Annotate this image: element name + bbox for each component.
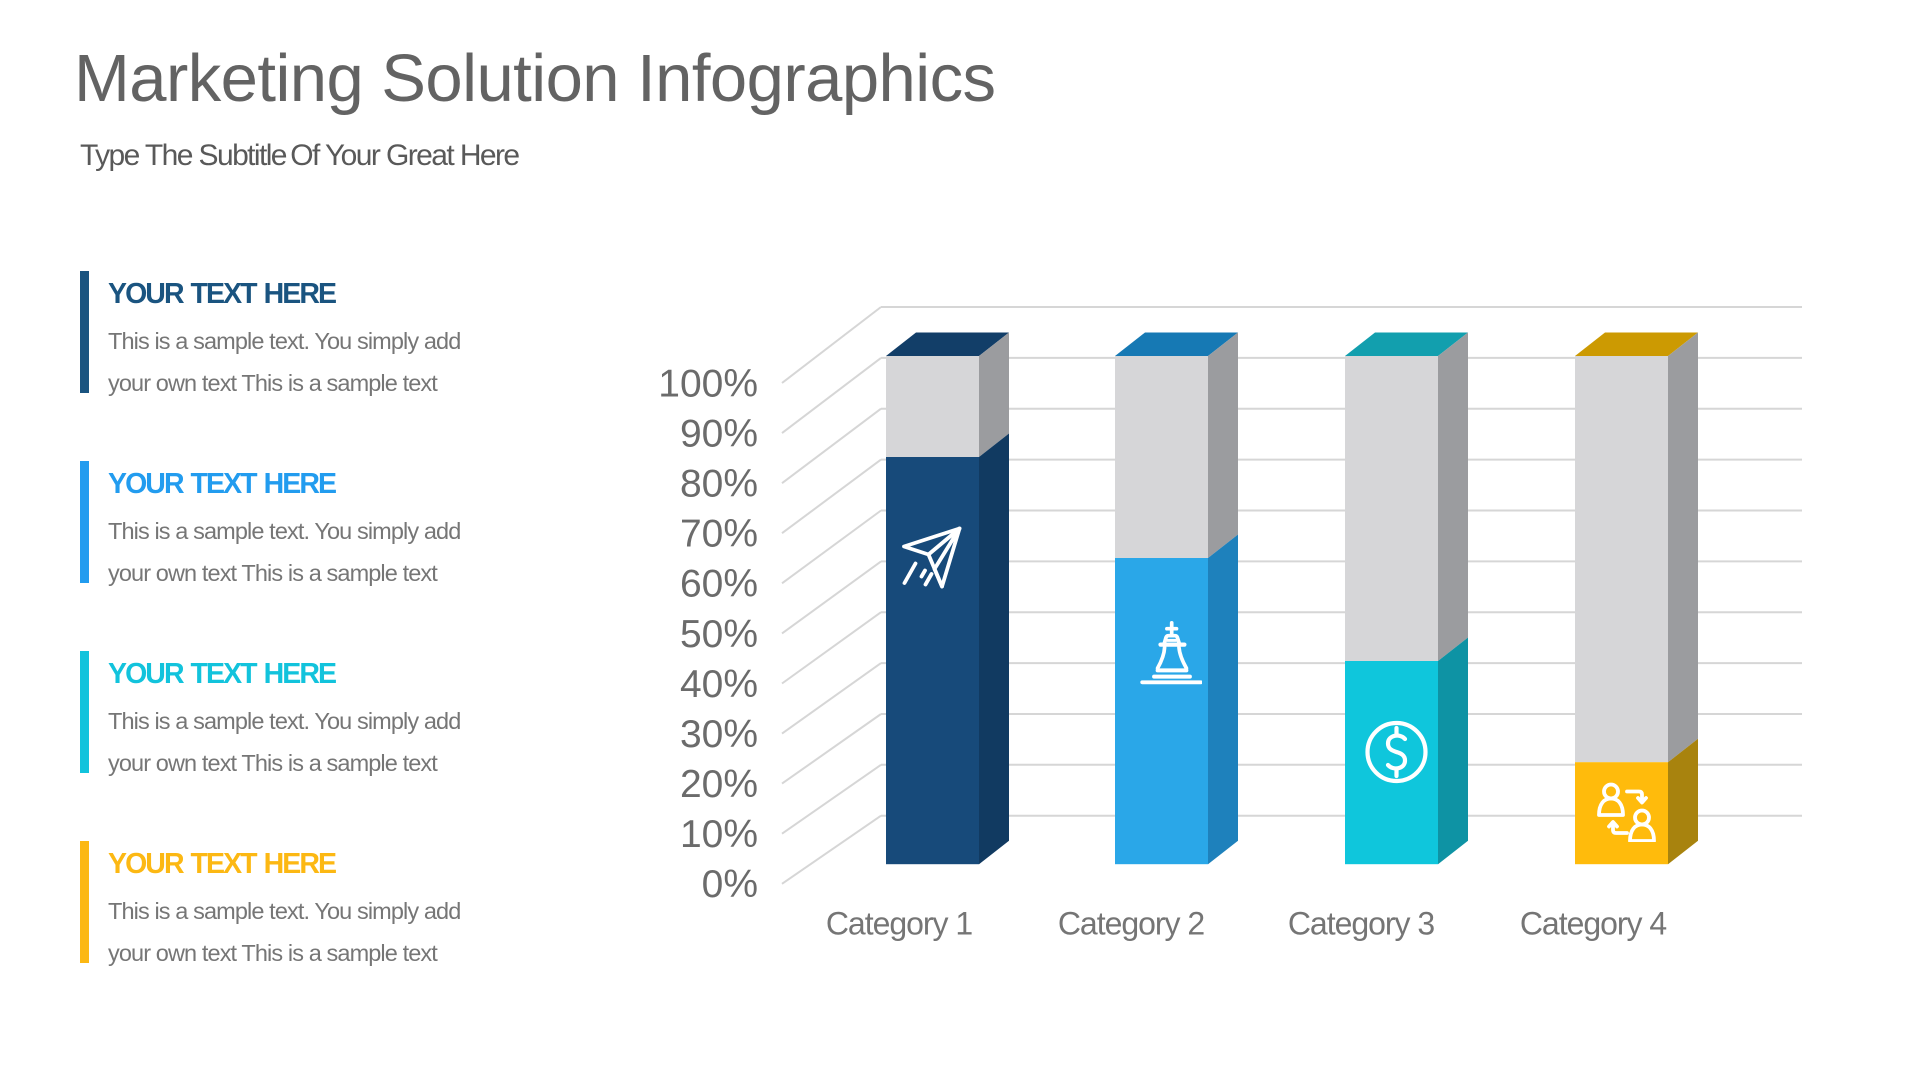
svg-text:80%: 80% — [680, 463, 758, 506]
svg-text:Category 3: Category 3 — [1288, 905, 1435, 941]
svg-text:Category 2: Category 2 — [1058, 905, 1205, 941]
svg-text:Category 4: Category 4 — [1520, 905, 1667, 941]
svg-text:10%: 10% — [680, 813, 758, 856]
svg-text:Category 1: Category 1 — [826, 905, 973, 941]
svg-text:20%: 20% — [680, 763, 758, 806]
svg-text:0%: 0% — [702, 863, 758, 906]
svg-text:90%: 90% — [680, 413, 758, 456]
svg-text:100%: 100% — [658, 362, 758, 405]
svg-text:30%: 30% — [680, 713, 758, 756]
svg-text:40%: 40% — [680, 663, 758, 706]
svg-text:70%: 70% — [680, 513, 758, 556]
svg-text:60%: 60% — [680, 563, 758, 606]
svg-text:50%: 50% — [680, 613, 758, 656]
